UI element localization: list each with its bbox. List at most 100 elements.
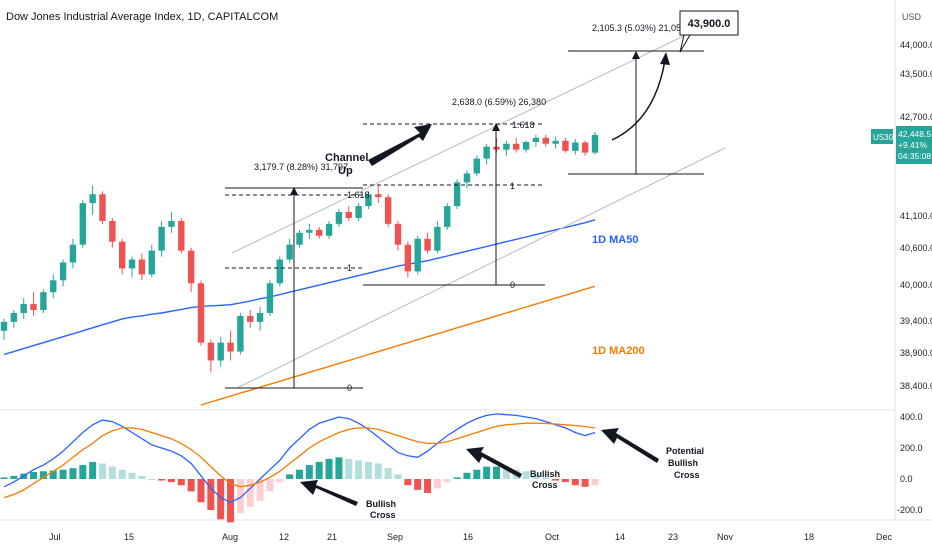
fib-1618-b-label: 1.618	[512, 120, 535, 130]
candle-body	[30, 304, 37, 310]
candle-body	[404, 244, 412, 272]
bullish-cross-1-line2: Cross	[370, 510, 396, 520]
macd-tick: 400.0	[900, 412, 923, 422]
macd-histogram-bar	[591, 479, 599, 486]
macd-histogram-bar	[404, 479, 412, 486]
price-tick: 40,600.0	[900, 243, 932, 253]
candle-body	[483, 146, 490, 159]
fib-left: 1.618 1 0 3,179.7 (8.28%) 31,797	[225, 162, 370, 393]
macd-histogram-bar	[158, 479, 166, 481]
projection-curve-arrowhead	[660, 52, 670, 65]
time-tick: Oct	[545, 532, 560, 542]
candle-body	[178, 220, 185, 251]
macd-histogram-bar	[236, 479, 244, 514]
macd-histogram-bar	[581, 479, 589, 487]
macd-axis[interactable]: 400.0 200.0 0.0 -200.0	[897, 412, 923, 515]
measure-mid-arrowhead	[492, 123, 500, 131]
macd-histogram-bar	[483, 466, 491, 479]
price-tick: 40,000.0	[900, 280, 932, 290]
potential-bullish-cross: Potential Bullish Cross	[601, 428, 704, 480]
fib-1-b-label: 1	[510, 181, 515, 191]
fib-1-a-label: 1	[347, 263, 352, 273]
time-tick: 16	[463, 532, 473, 542]
price-tick: 43,500.0	[900, 69, 932, 79]
candle-body	[217, 342, 224, 361]
fib-1618-a-label: 1.618	[347, 190, 370, 200]
candle-body	[0, 321, 8, 331]
candle-body	[552, 140, 559, 144]
macd-histogram-bar	[108, 466, 116, 479]
candle-body	[522, 141, 530, 150]
candle-body	[365, 194, 372, 207]
macd-histogram-bar	[177, 479, 185, 486]
time-tick: 21	[327, 532, 337, 542]
macd-histogram-bar	[138, 475, 146, 479]
macd-histogram-bar	[414, 479, 422, 490]
macd-histogram-bar	[79, 465, 87, 479]
ma50-label: 1D MA50	[592, 234, 638, 246]
candle-body	[424, 238, 431, 251]
time-tick: 15	[124, 532, 134, 542]
candle-body	[227, 342, 234, 352]
price-tick: 38,900.0	[900, 348, 932, 358]
macd-histogram-bar	[325, 458, 333, 479]
candle-body	[306, 229, 313, 233]
price-tick: 41,100.0	[900, 211, 932, 221]
candle-body	[316, 229, 323, 236]
macd-histogram-bar	[99, 463, 106, 479]
macd-histogram-bar	[394, 474, 402, 479]
candle-body	[168, 220, 175, 227]
channel-lower-line	[236, 147, 726, 389]
candle-body	[444, 206, 451, 227]
macd-histogram-bar	[433, 479, 441, 489]
candle-body	[148, 250, 155, 275]
macd-histogram-bar	[59, 469, 67, 479]
price-tick: 39,400.0	[900, 316, 932, 326]
candle-body	[325, 223, 333, 236]
fib-0-b-label: 0	[510, 280, 515, 290]
time-tick: Jul	[49, 532, 61, 542]
candle-body	[59, 262, 67, 281]
macd-histogram-bar	[197, 479, 205, 503]
target-box[interactable]	[679, 10, 739, 36]
candle-body	[69, 244, 77, 263]
potential-bullish-cross-line1: Potential	[666, 446, 704, 456]
macd-histogram-bar	[276, 479, 284, 483]
candle-body	[562, 140, 569, 151]
candle-body	[276, 259, 283, 284]
candle-body	[158, 226, 165, 251]
candle-body	[503, 143, 510, 150]
macd-histogram-bar	[463, 472, 471, 479]
price-axis[interactable]: 44,000.0 43,500.0 42,700.0 41,100.0 40,6…	[900, 40, 932, 391]
candle-body	[20, 304, 27, 313]
candle-body	[247, 315, 254, 322]
candle-body	[10, 312, 18, 322]
candle-body	[286, 244, 293, 260]
potential-bullish-cross-arrow	[601, 428, 659, 463]
time-tick: Nov	[717, 532, 734, 542]
bullish-cross-2: Bullish Cross	[466, 447, 560, 490]
fib-0-a-label: 0	[347, 383, 352, 393]
candle-body	[207, 342, 215, 361]
measure-top-label: 2,105.3 (5.03%) 21,053	[592, 23, 686, 33]
candle-body	[50, 280, 57, 293]
time-axis[interactable]: Jul 15 Aug 12 21 Sep 16 Oct 14 23 Nov 18…	[49, 532, 893, 542]
macd-histogram-bar	[0, 477, 8, 479]
macd-histogram-bar	[148, 479, 156, 480]
macd-tick: 0.0	[900, 474, 913, 484]
target-box-value: 43,900.0	[688, 18, 731, 30]
macd-histogram-bar	[10, 475, 18, 479]
candle-body	[138, 259, 146, 275]
macd-histogram-bar	[473, 469, 481, 479]
candle-body	[345, 212, 352, 218]
macd-histogram-bar	[69, 468, 77, 479]
macd-histogram-bar	[187, 479, 195, 492]
candle-body	[237, 315, 244, 352]
bullish-cross-2-arrow	[466, 447, 522, 478]
time-tick: Dec	[876, 532, 893, 542]
macd-histogram-bar	[286, 474, 294, 479]
macd-histogram-bar	[118, 469, 126, 479]
macd-histogram-bar	[315, 461, 323, 479]
macd-histogram-bar	[493, 466, 500, 479]
